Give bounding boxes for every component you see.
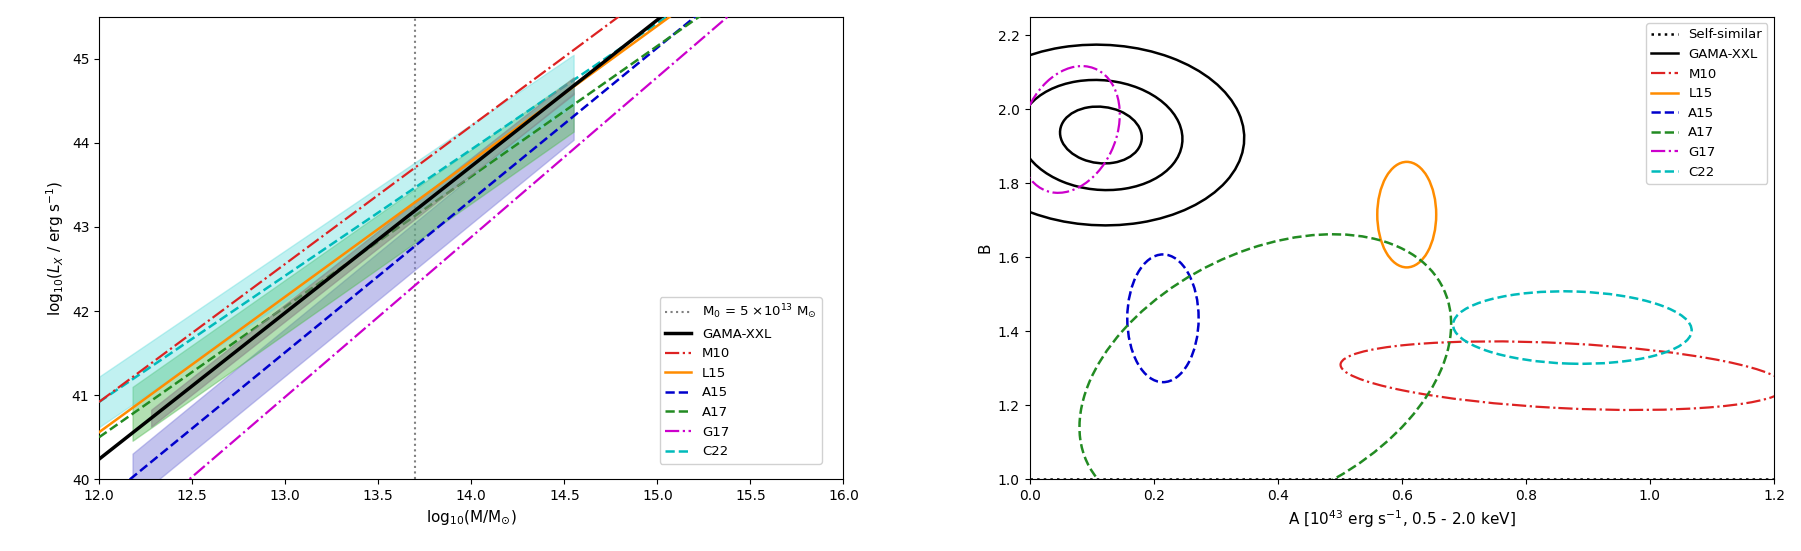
Y-axis label: log$_{10}$($L_{X}$ / erg s$^{-1}$): log$_{10}$($L_{X}$ / erg s$^{-1}$) bbox=[45, 180, 67, 316]
Legend: Self-similar, GAMA-XXL, M10, L15, A15, A17, G17, C22: Self-similar, GAMA-XXL, M10, L15, A15, A… bbox=[1646, 23, 1767, 184]
Y-axis label: B: B bbox=[978, 242, 992, 253]
X-axis label: log$_{10}$(M/M$_{\odot}$): log$_{10}$(M/M$_{\odot}$) bbox=[425, 509, 517, 527]
Legend: M$_0$ = 5 ×10$^{13}$ M$_{\odot}$, GAMA-XXL, M10, L15, A15, A17, G17, C22: M$_0$ = 5 ×10$^{13}$ M$_{\odot}$, GAMA-X… bbox=[659, 297, 821, 463]
X-axis label: A [10$^{43}$ erg s$^{-1}$, 0.5 - 2.0 keV]: A [10$^{43}$ erg s$^{-1}$, 0.5 - 2.0 keV… bbox=[1288, 509, 1516, 531]
